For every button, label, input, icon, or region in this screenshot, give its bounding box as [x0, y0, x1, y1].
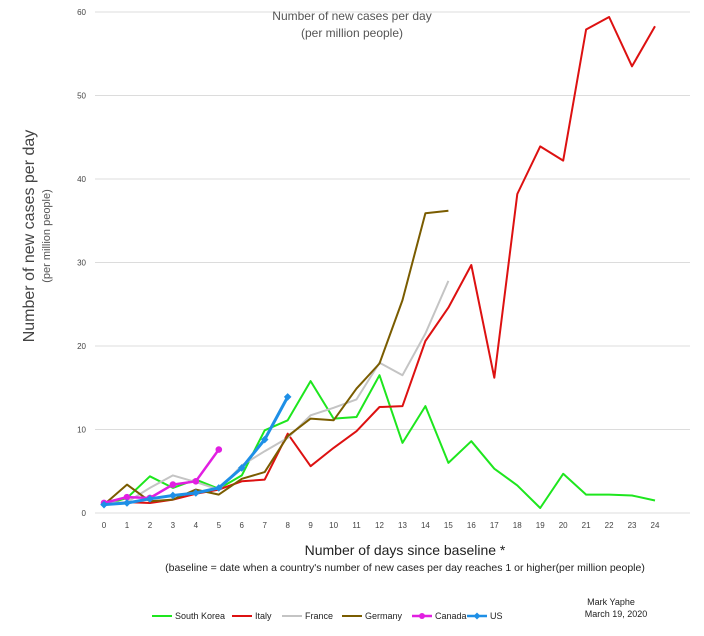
x-tick-label: 12 — [375, 521, 384, 530]
y-tick-label: 0 — [82, 509, 87, 518]
x-axis-label: Number of days since baseline * — [305, 542, 506, 558]
legend-marker — [473, 612, 481, 620]
y-tick-label: 60 — [77, 8, 86, 17]
series-south-korea — [103, 374, 656, 509]
x-tick-label: 23 — [628, 521, 637, 530]
x-tick-label: 6 — [240, 521, 245, 530]
series-line — [103, 448, 220, 505]
credit-date: March 19, 2020 — [585, 609, 648, 619]
series-line — [103, 209, 449, 506]
x-tick-label: 3 — [171, 521, 176, 530]
series-italy — [103, 16, 656, 506]
x-tick-label: 18 — [513, 521, 522, 530]
legend-item: Italy — [232, 611, 272, 621]
data-point — [123, 499, 131, 507]
x-tick-label: 20 — [559, 521, 568, 530]
y-tick-labels: 0 10 20 30 40 50 60 — [77, 8, 86, 518]
series-germany — [103, 209, 449, 506]
y-axis-label: Number of new cases per day — [21, 130, 38, 343]
data-point — [169, 491, 177, 500]
x-tick-label: 0 — [102, 521, 107, 530]
data-point — [192, 477, 200, 485]
legend-label: Canada — [435, 611, 467, 621]
legend-label: US — [490, 611, 503, 621]
series-us — [100, 393, 292, 509]
legend-item: Canada — [412, 611, 467, 621]
x-tick-label: 7 — [262, 521, 267, 530]
data-point — [214, 484, 223, 492]
gridlines — [95, 11, 690, 514]
legend-label: Italy — [255, 611, 272, 621]
legend-label: France — [305, 611, 333, 621]
data-point — [100, 500, 108, 509]
data-point — [215, 446, 223, 453]
y-tick-label: 40 — [77, 175, 86, 184]
data-point — [192, 489, 200, 497]
data-point — [146, 495, 154, 503]
baseline-footnote: (baseline = date when a country's number… — [165, 562, 645, 574]
y-tick-label: 10 — [77, 426, 86, 435]
legend-item: Germany — [342, 611, 403, 621]
x-tick-label: 8 — [285, 521, 290, 530]
series-france — [103, 280, 450, 504]
x-tick-label: 9 — [308, 521, 313, 530]
data-point — [283, 393, 292, 401]
chart-title: Number of new cases per day — [272, 9, 431, 23]
x-tick-label: 17 — [490, 521, 499, 530]
x-tick-label: 22 — [605, 521, 614, 530]
x-tick-label: 4 — [194, 521, 199, 530]
x-tick-label: 24 — [651, 521, 660, 530]
x-tick-label: 16 — [467, 521, 476, 530]
x-tick-label: 19 — [536, 521, 545, 530]
x-tick-label: 21 — [582, 521, 591, 530]
data-point — [169, 481, 177, 488]
y-tick-label: 30 — [77, 259, 86, 268]
legend-marker — [419, 613, 425, 619]
legend-item: US — [467, 611, 503, 621]
y-tick-label: 50 — [77, 92, 86, 101]
x-tick-label: 5 — [217, 521, 222, 530]
chart-subtitle: (per million people) — [301, 26, 403, 40]
x-tick-label: 14 — [421, 521, 430, 530]
x-tick-labels: 0 1 2 3 4 5 6 7 8 9 10 11 12 13 14 15 16 17 18 19 20 21 22 23 24 — [102, 521, 660, 530]
y-tick-label: 20 — [77, 342, 86, 351]
legend-item: France — [282, 611, 333, 621]
x-tick-label: 2 — [148, 521, 153, 530]
series-line — [103, 16, 656, 506]
legend-item: South Korea — [152, 611, 225, 621]
author-credit: Mark Yaphe — [587, 597, 635, 607]
legend: South Korea Italy France Germany Canada US — [152, 611, 503, 621]
data-point — [237, 464, 246, 472]
legend-label: South Korea — [175, 611, 225, 621]
legend-label: Germany — [365, 611, 403, 621]
x-tick-label: 11 — [352, 521, 361, 530]
data-point — [260, 435, 269, 444]
x-tick-label: 1 — [125, 521, 130, 530]
x-tick-label: 15 — [444, 521, 453, 530]
x-tick-label: 13 — [398, 521, 407, 530]
data-point — [123, 493, 131, 501]
series-lines — [100, 16, 656, 509]
x-tick-label: 10 — [329, 521, 338, 530]
series-line — [103, 280, 450, 504]
series-line — [103, 374, 656, 509]
y-axis-sublabel: (per million people) — [41, 189, 53, 283]
